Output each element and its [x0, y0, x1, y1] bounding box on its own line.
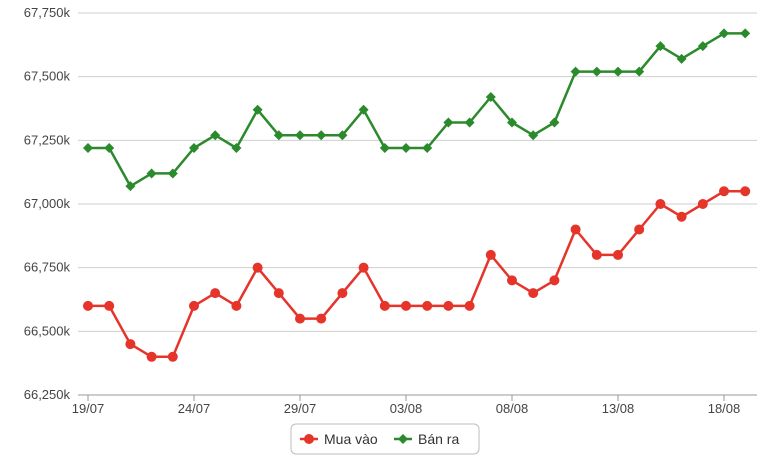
data-point [443, 117, 454, 128]
data-point [316, 313, 327, 324]
data-point [443, 300, 454, 311]
series-line [88, 190, 746, 359]
legend-label: Bán ra [418, 431, 459, 447]
legend-item: Mua vào [300, 431, 378, 447]
data-point [125, 181, 136, 192]
data-point [485, 92, 496, 103]
x-tick-label: 08/08 [496, 401, 529, 416]
y-axis-labels: 66,250k 66,500k 66,750k 67,000k 67,250k 67,50… [24, 5, 71, 402]
y-tick-label: 66,250k [24, 387, 71, 402]
data-point [146, 168, 157, 179]
data-point [358, 104, 369, 115]
data-point [295, 130, 305, 141]
data-point [146, 351, 157, 362]
data-point [210, 130, 221, 141]
data-point [485, 249, 496, 260]
data-point [104, 142, 115, 153]
grid-lines [78, 12, 757, 332]
legend-label: Mua vào [324, 431, 378, 447]
data-point [273, 130, 284, 141]
data-point [252, 104, 263, 115]
data-point [401, 300, 411, 311]
data-point [295, 313, 305, 324]
data-point [167, 168, 178, 179]
y-tick-label: 67,000k [24, 196, 71, 211]
data-point [507, 117, 517, 128]
data-point [379, 300, 390, 311]
data-point [697, 41, 708, 52]
data-point [676, 211, 687, 222]
data-point [719, 28, 729, 39]
data-point [528, 130, 539, 141]
y-tick-label: 67,750k [24, 5, 71, 20]
data-point [422, 142, 433, 153]
legend-box [290, 423, 480, 455]
legend-item: Bán ra [394, 431, 459, 447]
data-point [613, 66, 623, 77]
data-point [464, 300, 475, 311]
data-point [273, 288, 284, 299]
data-point [83, 142, 93, 153]
data-point [591, 249, 602, 260]
data-point [167, 351, 178, 362]
data-point [83, 300, 93, 311]
data-point [189, 142, 199, 153]
data-point [231, 142, 242, 153]
data-point [676, 53, 687, 64]
x-tick-label: 24/07 [178, 401, 211, 416]
data-point [591, 66, 602, 77]
data-point [125, 339, 136, 350]
data-point [570, 224, 581, 235]
data-point [210, 288, 221, 299]
data-point [697, 199, 708, 209]
data-point [740, 28, 751, 39]
x-tick-label: 18/08 [708, 401, 741, 416]
data-point [719, 186, 729, 197]
x-tick-label: 03/08 [390, 401, 423, 416]
x-tick-label: 19/07 [72, 401, 105, 416]
data-point [379, 142, 390, 153]
data-point [316, 130, 327, 141]
data-point [464, 117, 475, 128]
legend-marker [398, 434, 408, 444]
legend: Mua vào Bán ra [290, 423, 480, 455]
data-point [634, 66, 645, 77]
data-point [337, 288, 348, 299]
data-point [528, 288, 539, 299]
x-axis: 19/07 24/07 29/07 03/08 08/08 13/08 18/08 [72, 394, 757, 416]
series-layer [83, 28, 751, 362]
data-point [337, 130, 348, 141]
data-point [613, 249, 623, 260]
data-point [655, 199, 666, 209]
x-tick-label: 13/08 [602, 401, 635, 416]
data-point [422, 300, 433, 311]
data-point [507, 275, 517, 286]
data-point [401, 142, 411, 153]
data-point [104, 300, 115, 311]
series-1 [83, 186, 751, 362]
data-point [549, 117, 560, 128]
data-point [740, 186, 751, 197]
data-point [252, 262, 263, 273]
data-point [570, 66, 581, 77]
legend-marker [304, 434, 314, 444]
data-point [358, 262, 369, 273]
data-point [189, 300, 199, 311]
y-tick-label: 66,500k [24, 323, 71, 338]
y-tick-label: 67,250k [24, 132, 71, 147]
data-point [231, 300, 242, 311]
series-line [88, 32, 746, 188]
data-point [655, 41, 666, 52]
y-tick-label: 66,750k [24, 260, 71, 275]
series-2 [83, 28, 751, 192]
x-tick-label: 29/07 [284, 401, 317, 416]
data-point [549, 275, 560, 286]
y-tick-label: 67,500k [24, 69, 71, 84]
data-point [634, 224, 645, 235]
